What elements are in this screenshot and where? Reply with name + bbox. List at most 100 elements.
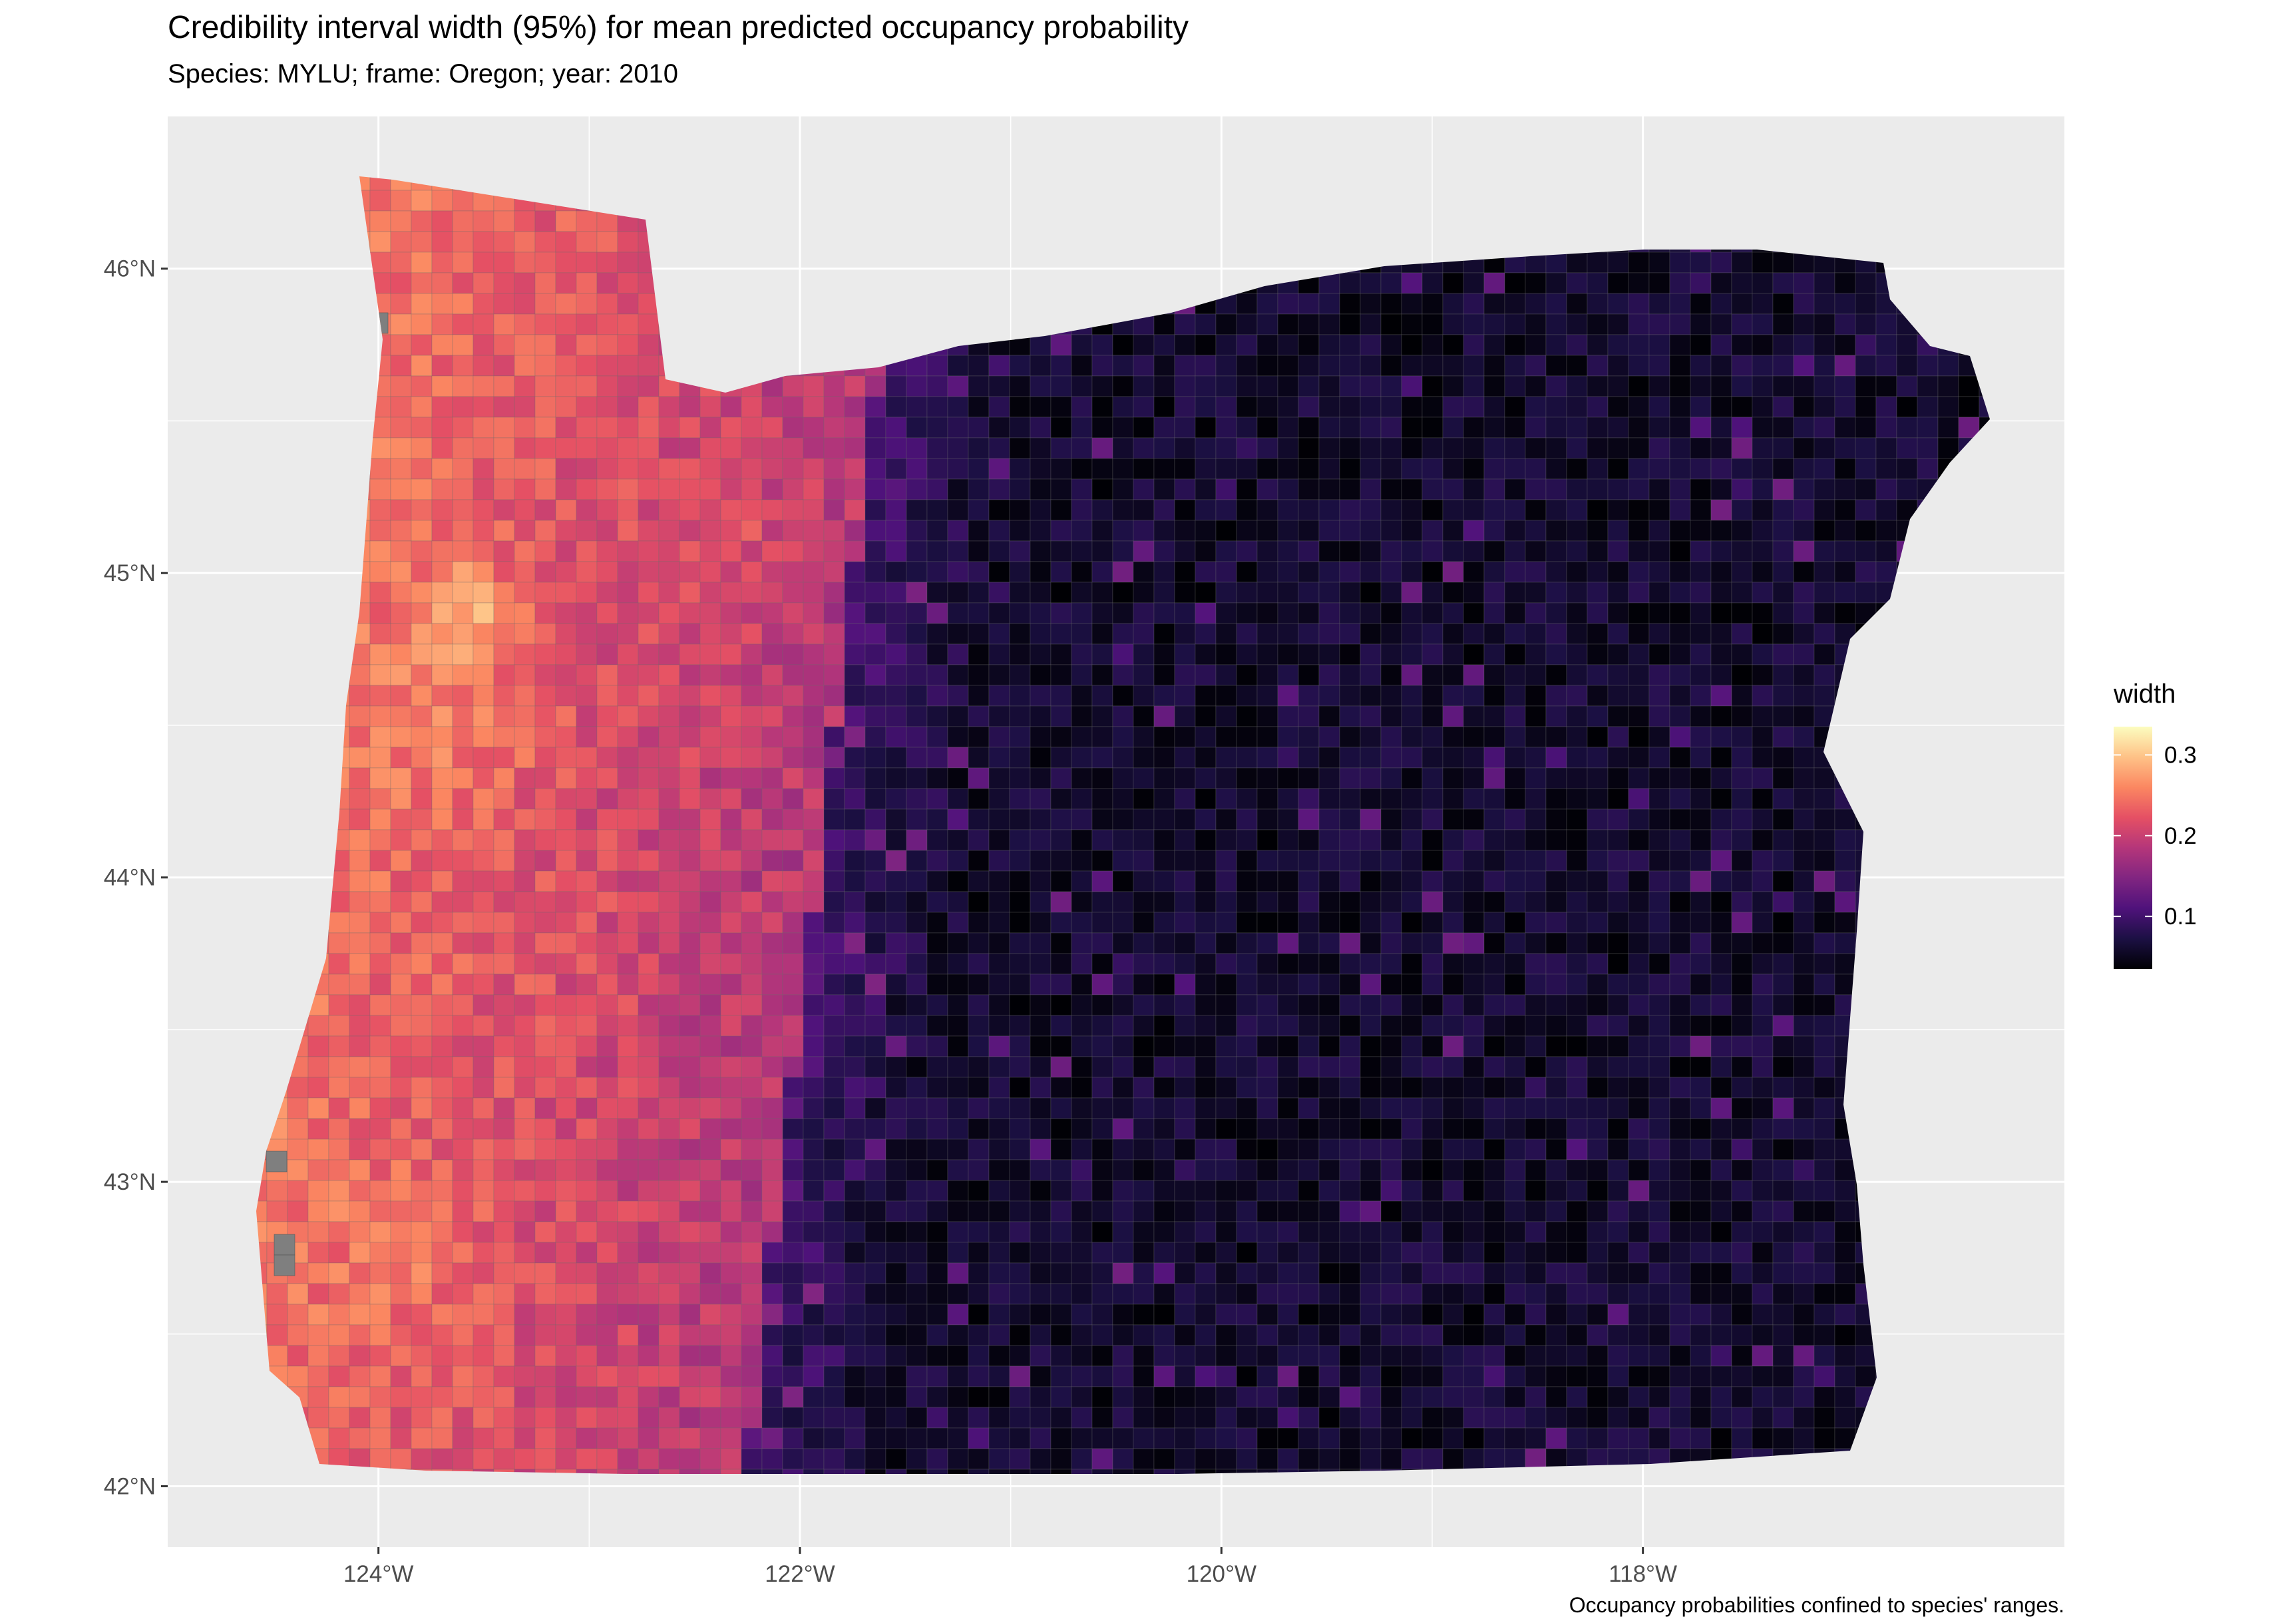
- grid-cell: [1732, 438, 1752, 458]
- grid-cell: [1051, 314, 1071, 335]
- grid-cell: [638, 520, 659, 541]
- grid-cell: [576, 1160, 597, 1180]
- grid-cell: [762, 850, 783, 871]
- grid-cell: [1897, 479, 1917, 500]
- grid-cell: [700, 706, 721, 727]
- grid-cell: [473, 685, 494, 706]
- grid-cell: [1979, 974, 2000, 995]
- grid-cell: [865, 995, 886, 1015]
- grid-cell: [721, 1098, 741, 1119]
- grid-cell: [1484, 850, 1505, 871]
- grid-cell: [246, 170, 267, 190]
- grid-cell: [287, 768, 308, 789]
- grid-cell: [576, 1036, 597, 1057]
- grid-cell: [638, 232, 659, 252]
- grid-cell: [246, 582, 267, 603]
- grid-cell: [1216, 190, 1237, 211]
- grid-cell: [1154, 995, 1175, 1015]
- grid-cell: [1711, 397, 1732, 417]
- grid-cell: [824, 624, 845, 644]
- grid-cell: [906, 603, 927, 624]
- grid-cell: [968, 685, 989, 706]
- grid-cell: [1752, 397, 1773, 417]
- grid-cell: [535, 376, 556, 397]
- grid-cell: [1237, 397, 1257, 417]
- grid-cell: [1071, 1325, 1092, 1346]
- grid-cell: [267, 355, 287, 376]
- grid-cell: [659, 850, 679, 871]
- grid-cell: [494, 376, 514, 397]
- grid-cell: [659, 727, 679, 747]
- grid-cell: [968, 644, 989, 665]
- grid-cell: [679, 1304, 700, 1325]
- grid-cell: [1711, 232, 1732, 252]
- grid-cell: [494, 170, 514, 190]
- grid-cell: [1608, 520, 1628, 541]
- grid-cell: [638, 1119, 659, 1139]
- grid-cell: [1154, 376, 1175, 397]
- grid-cell: [1752, 232, 1773, 252]
- grid-cell: [1835, 1160, 1855, 1180]
- grid-cell: [1690, 252, 1711, 273]
- grid-cell: [886, 1015, 906, 1036]
- grid-cell: [453, 1366, 473, 1387]
- grid-cell: [1959, 376, 1979, 397]
- grid-cell: [411, 871, 432, 892]
- grid-cell: [1917, 1325, 1938, 1346]
- grid-cell: [1855, 417, 1876, 438]
- grid-cell: [1690, 438, 1711, 458]
- grid-cell: [1876, 706, 1897, 727]
- grid-cell: [1505, 232, 1525, 252]
- grid-cell: [308, 1036, 329, 1057]
- grid-cell: [411, 582, 432, 603]
- grid-cell: [1381, 1077, 1402, 1098]
- grid-cell: [287, 1036, 308, 1057]
- grid-cell: [783, 850, 803, 871]
- grid-cell: [1897, 850, 1917, 871]
- grid-cell: [1443, 458, 1463, 479]
- grid-cell: [1979, 541, 2000, 562]
- grid-cell: [762, 685, 783, 706]
- grid-cell: [432, 252, 453, 273]
- grid-cell: [1917, 974, 1938, 995]
- grid-cell: [370, 706, 391, 727]
- grid-cell: [618, 397, 638, 417]
- grid-cell: [886, 871, 906, 892]
- grid-cell: [659, 1036, 679, 1057]
- grid-cell: [1216, 458, 1237, 479]
- grid-cell: [349, 1222, 370, 1242]
- grid-cell: [659, 397, 679, 417]
- grid-cell: [948, 850, 968, 871]
- grid-cell: [1773, 211, 1794, 232]
- grid-cell: [308, 624, 329, 644]
- grid-cell: [824, 355, 845, 376]
- grid-cell: [1959, 417, 1979, 438]
- grid-cell: [1835, 355, 1855, 376]
- grid-cell: [1030, 335, 1051, 355]
- grid-cell: [783, 603, 803, 624]
- grid-cell: [1422, 1119, 1443, 1139]
- grid-cell: [1010, 273, 1030, 293]
- grid-cell: [1443, 1015, 1463, 1036]
- grid-cell: [267, 1346, 287, 1366]
- grid-cell: [1814, 355, 1835, 376]
- grid-cell: [391, 232, 411, 252]
- grid-cell: [1113, 355, 1133, 376]
- grid-cell: [1670, 1098, 1690, 1119]
- grid-cell: [349, 871, 370, 892]
- grid-cell: [618, 376, 638, 397]
- grid-cell: [721, 438, 741, 458]
- grid-cell: [576, 727, 597, 747]
- grid-cell: [576, 1201, 597, 1222]
- grid-cell: [432, 458, 453, 479]
- grid-cell: [1670, 1160, 1690, 1180]
- grid-cell: [1237, 479, 1257, 500]
- grid-cell: [411, 892, 432, 912]
- grid-cell: [1133, 273, 1154, 293]
- grid-cell: [1030, 1119, 1051, 1139]
- grid-cell: [1711, 1057, 1732, 1077]
- grid-cell: [968, 1284, 989, 1304]
- grid-cell: [1340, 479, 1360, 500]
- grid-cell: [1360, 974, 1381, 995]
- grid-cell: [927, 789, 948, 809]
